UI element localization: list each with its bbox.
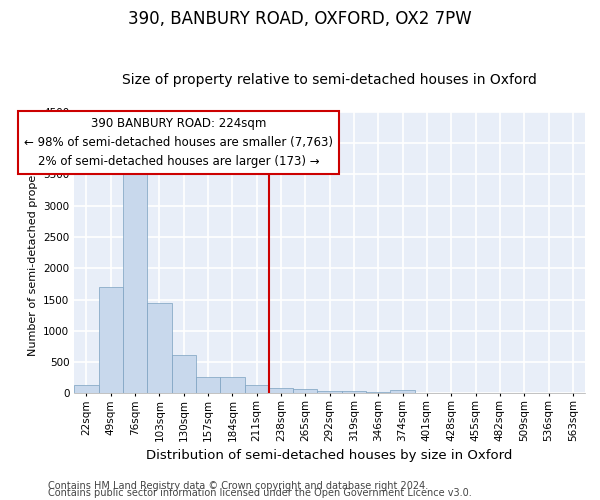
Bar [74, 386, 98, 394]
Bar [366, 392, 391, 394]
Bar [342, 391, 366, 394]
Bar [172, 354, 196, 394]
Bar [98, 287, 123, 394]
X-axis label: Distribution of semi-detached houses by size in Oxford: Distribution of semi-detached houses by … [146, 450, 513, 462]
Bar [293, 389, 317, 394]
Bar [269, 388, 293, 394]
Title: Size of property relative to semi-detached houses in Oxford: Size of property relative to semi-detach… [122, 73, 537, 87]
Y-axis label: Number of semi-detached properties: Number of semi-detached properties [28, 150, 38, 356]
Bar [220, 376, 245, 394]
Text: 390 BANBURY ROAD: 224sqm
← 98% of semi-detached houses are smaller (7,763)
2% of: 390 BANBURY ROAD: 224sqm ← 98% of semi-d… [25, 117, 334, 168]
Bar [196, 376, 220, 394]
Bar [391, 390, 415, 394]
Bar [317, 390, 342, 394]
Text: Contains public sector information licensed under the Open Government Licence v3: Contains public sector information licen… [48, 488, 472, 498]
Bar [147, 302, 172, 394]
Bar [245, 386, 269, 394]
Text: Contains HM Land Registry data © Crown copyright and database right 2024.: Contains HM Land Registry data © Crown c… [48, 481, 428, 491]
Bar [123, 174, 147, 394]
Text: 390, BANBURY ROAD, OXFORD, OX2 7PW: 390, BANBURY ROAD, OXFORD, OX2 7PW [128, 10, 472, 28]
